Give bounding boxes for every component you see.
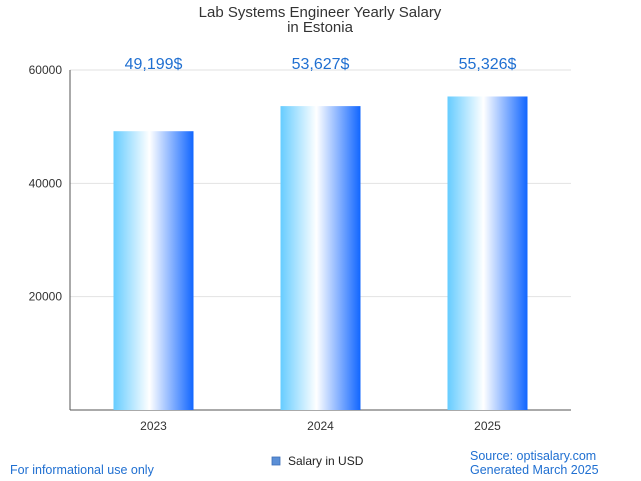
bar-2024	[280, 106, 361, 410]
bar-2025	[447, 96, 528, 411]
y-tick-labels: 20000 40000 60000	[29, 63, 63, 304]
legend-label: Salary in USD	[288, 454, 364, 468]
legend: Salary in USD	[271, 454, 364, 468]
chart-subtitle: in Estonia	[287, 19, 354, 36]
x-tick-label: 2025	[474, 419, 501, 433]
x-tick-label: 2024	[307, 419, 334, 433]
footer-disclaimer: For informational use only	[10, 463, 155, 477]
data-labels: 49,199$ 53,627$ 55,326$	[125, 56, 517, 73]
y-tick-label: 40000	[29, 176, 63, 190]
data-label-2023: 49,199$	[125, 56, 183, 73]
x-tick-labels: 2023 2024 2025	[140, 419, 501, 433]
bar-2023	[113, 131, 194, 410]
y-tick-label: 60000	[29, 63, 63, 77]
chart-title: Lab Systems Engineer Yearly Salary	[199, 4, 442, 21]
footer-generated: Generated March 2025	[470, 463, 599, 477]
footer-source: Source: optisalary.com	[470, 449, 596, 463]
bars	[113, 96, 528, 411]
y-tick-label: 20000	[29, 290, 63, 304]
data-label-2025: 55,326$	[459, 56, 517, 73]
data-label-2024: 53,627$	[292, 56, 350, 73]
x-tick-label: 2023	[140, 419, 167, 433]
legend-swatch	[271, 456, 281, 466]
